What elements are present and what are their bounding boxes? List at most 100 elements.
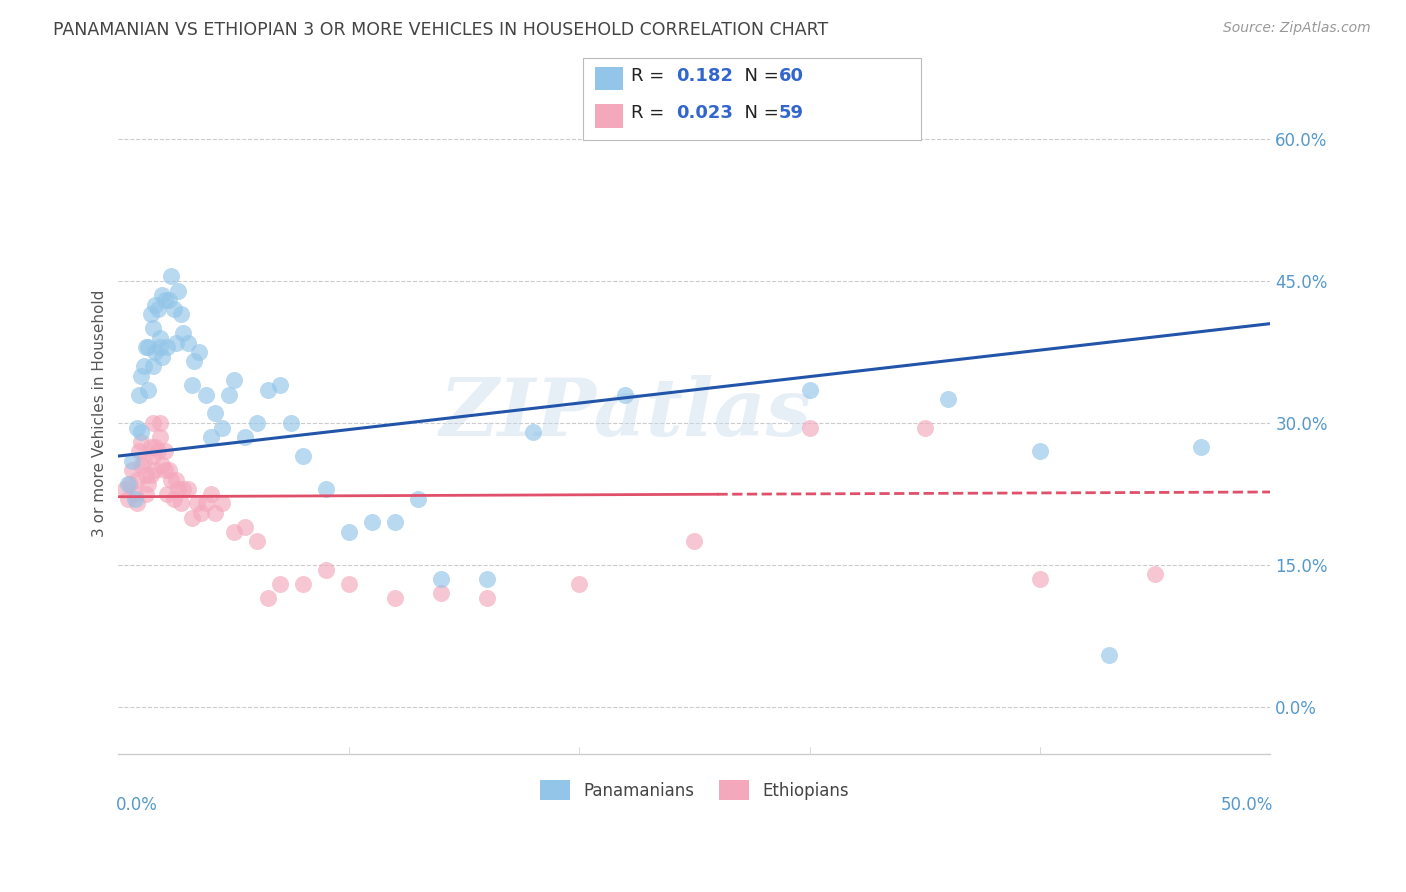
Text: PANAMANIAN VS ETHIOPIAN 3 OR MORE VEHICLES IN HOUSEHOLD CORRELATION CHART: PANAMANIAN VS ETHIOPIAN 3 OR MORE VEHICL…	[53, 21, 828, 39]
Point	[131, 458, 153, 473]
Point	[143, 463, 166, 477]
Point	[121, 454, 143, 468]
Point	[149, 416, 172, 430]
Point	[269, 576, 291, 591]
Point	[406, 491, 429, 506]
Point	[165, 335, 187, 350]
Point	[125, 496, 148, 510]
Point	[195, 496, 218, 510]
Point	[257, 591, 280, 605]
Point	[167, 482, 190, 496]
Point	[169, 496, 191, 510]
Point	[218, 387, 240, 401]
Point	[138, 340, 160, 354]
Point	[142, 321, 165, 335]
Point	[139, 440, 162, 454]
Text: R =: R =	[631, 104, 671, 122]
Text: 0.182: 0.182	[676, 67, 734, 85]
Point	[149, 331, 172, 345]
Point	[153, 293, 176, 307]
Point	[172, 326, 194, 340]
Text: 50.0%: 50.0%	[1220, 797, 1272, 814]
Text: R =: R =	[631, 67, 671, 85]
Point	[195, 387, 218, 401]
Point	[186, 496, 208, 510]
Point	[128, 444, 150, 458]
Point	[135, 467, 157, 482]
Point	[124, 487, 146, 501]
Point	[291, 449, 314, 463]
Point	[475, 572, 498, 586]
Point	[150, 288, 173, 302]
Point	[200, 430, 222, 444]
Point	[315, 562, 337, 576]
Point	[683, 534, 706, 549]
Text: N =: N =	[733, 67, 785, 85]
Point	[222, 373, 245, 387]
Point	[163, 491, 186, 506]
Point	[799, 420, 821, 434]
Point	[121, 463, 143, 477]
Point	[176, 335, 198, 350]
Text: 60: 60	[779, 67, 804, 85]
Point	[257, 383, 280, 397]
Point	[142, 449, 165, 463]
Point	[188, 345, 211, 359]
Point	[522, 425, 544, 440]
Y-axis label: 3 or more Vehicles in Household: 3 or more Vehicles in Household	[93, 290, 107, 537]
Point	[132, 454, 155, 468]
Point	[269, 378, 291, 392]
Point	[384, 591, 406, 605]
Point	[153, 444, 176, 458]
Point	[799, 383, 821, 397]
Point	[149, 340, 172, 354]
Point	[165, 473, 187, 487]
Point	[914, 420, 936, 434]
Point	[125, 473, 148, 487]
Point	[1029, 444, 1052, 458]
Point	[131, 425, 153, 440]
Point	[131, 368, 153, 383]
Point	[163, 302, 186, 317]
Point	[384, 515, 406, 529]
Text: 0.023: 0.023	[676, 104, 733, 122]
Text: 0.0%: 0.0%	[117, 797, 157, 814]
Point	[1144, 567, 1167, 582]
Point	[1189, 440, 1212, 454]
Point	[246, 534, 269, 549]
Point	[135, 340, 157, 354]
Point	[936, 392, 959, 407]
Point	[337, 576, 360, 591]
Point	[143, 298, 166, 312]
Point	[139, 307, 162, 321]
Point	[222, 524, 245, 539]
Point	[1098, 648, 1121, 662]
Point	[568, 576, 591, 591]
Point	[181, 378, 204, 392]
Point	[157, 463, 180, 477]
Point	[150, 350, 173, 364]
Point	[160, 473, 183, 487]
Point	[246, 416, 269, 430]
Point	[233, 520, 256, 534]
Point	[132, 359, 155, 374]
Point	[337, 524, 360, 539]
Point	[291, 576, 314, 591]
Text: 59: 59	[779, 104, 804, 122]
Text: N =: N =	[733, 104, 785, 122]
Text: ZIPatlas: ZIPatlas	[439, 375, 811, 452]
Point	[156, 487, 179, 501]
Point	[143, 440, 166, 454]
Point	[1029, 572, 1052, 586]
Point	[280, 416, 302, 430]
Point	[181, 510, 204, 524]
Point	[169, 307, 191, 321]
Point	[143, 345, 166, 359]
Point	[475, 591, 498, 605]
Point	[128, 387, 150, 401]
Point	[146, 302, 169, 317]
Point	[360, 515, 382, 529]
Point	[114, 482, 136, 496]
Point	[176, 482, 198, 496]
Point	[315, 482, 337, 496]
